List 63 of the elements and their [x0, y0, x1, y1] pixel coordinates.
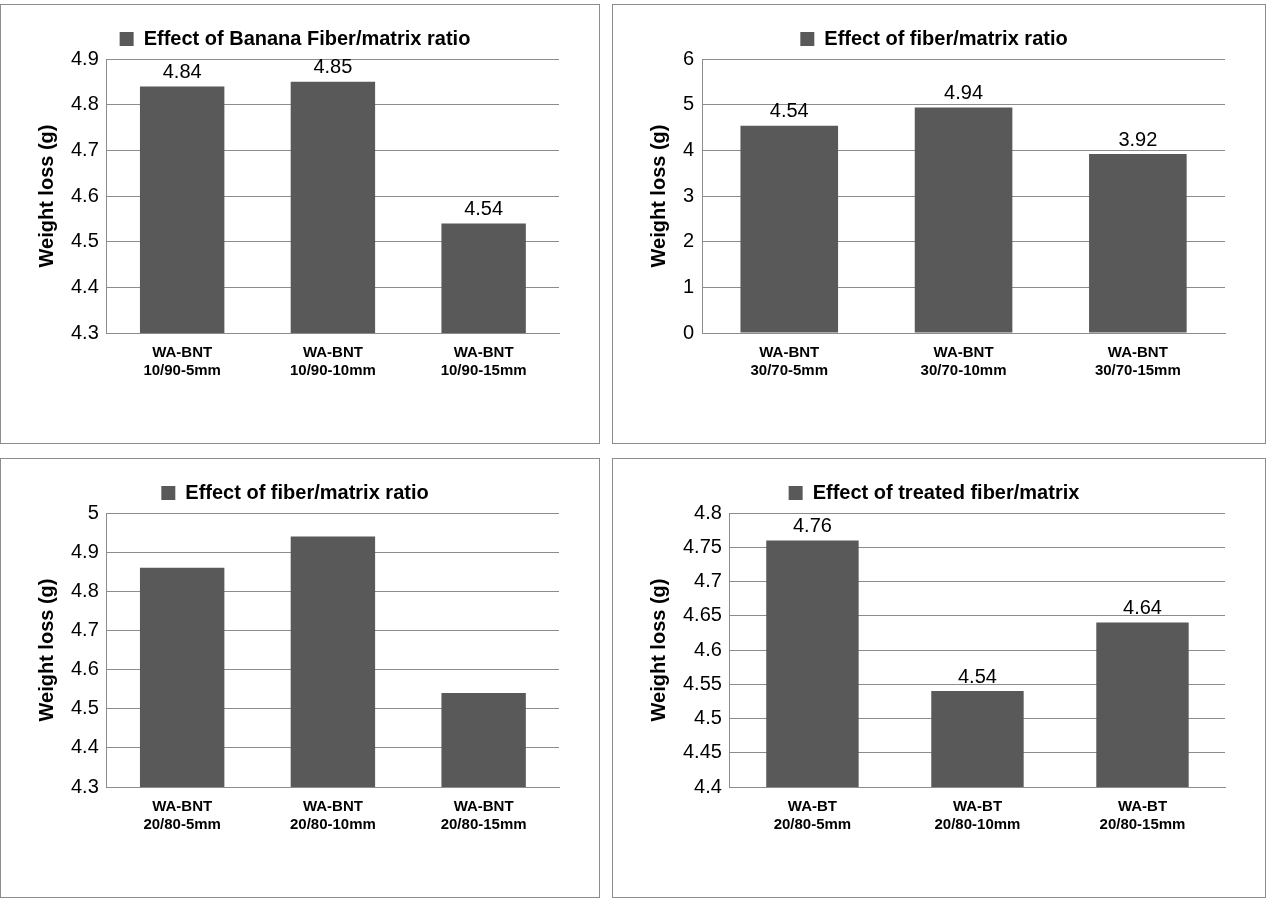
legend-label: Effect of fiber/matrix ratio [824, 26, 1068, 49]
y-tick-label: 4.9 [70, 539, 99, 562]
data-label: 4.64 [1123, 596, 1162, 619]
legend-label: Effect of treated fiber/matrix [812, 480, 1080, 503]
data-label: 3.92 [1118, 127, 1158, 150]
y-tick-label: 4.6 [70, 183, 99, 206]
y-tick-label: 4.9 [70, 46, 99, 69]
y-tick-label: 5 [87, 500, 99, 523]
data-label: 4.85 [313, 55, 353, 78]
y-axis-title: Weight loss (g) [34, 124, 57, 268]
y-tick-label: 4.7 [694, 569, 722, 592]
y-tick-label: 4.5 [70, 696, 99, 719]
y-tick-label: 4.4 [70, 735, 99, 758]
y-tick-label: 4.65 [682, 603, 722, 626]
y-tick-label: 4.4 [70, 274, 99, 297]
y-tick-label: 4.5 [694, 706, 722, 729]
bar [740, 125, 839, 333]
y-tick-label: 4.6 [694, 637, 722, 660]
y-axis-title: Weight loss (g) [34, 578, 57, 722]
y-tick-label: 2 [683, 229, 695, 252]
x-tick-label: WA-BT 20/80-5mm [773, 797, 852, 833]
x-tick-label: WA-BNT 20/80-10mm [289, 797, 376, 833]
y-tick-label: 4.8 [694, 500, 722, 523]
y-tick-label: 4.6 [70, 657, 99, 680]
y-tick-label: 4.5 [70, 229, 99, 252]
x-tick-label: WA-BNT 30/70-10mm [920, 343, 1007, 379]
data-label: 4.54 [957, 664, 997, 687]
y-tick-label: 4 [683, 137, 695, 160]
x-tick-label: WA-BNT 20/80-15mm [440, 797, 527, 833]
legend-label: Effect of fiber/matrix ratio [185, 480, 429, 503]
y-tick-label: 4.7 [70, 617, 99, 640]
legend-label: Effect of Banana Fiber/matrix ratio [143, 26, 471, 49]
x-tick-label: WA-BNT 10/90-15mm [440, 343, 527, 379]
x-tick-label: WA-BNT 10/90-10mm [289, 343, 376, 379]
y-axis-title: Weight loss (g) [646, 124, 669, 268]
y-tick-label: 4.8 [70, 92, 99, 115]
y-tick-label: 4.45 [682, 740, 722, 763]
x-tick-label: WA-BNT 30/70-5mm [750, 343, 829, 379]
y-axis-title: Weight loss (g) [646, 578, 669, 722]
y-tick-label: 6 [683, 46, 695, 69]
y-tick-label: 4.75 [682, 534, 722, 557]
y-tick-label: 4.3 [70, 320, 99, 343]
x-tick-label: WA-BT 20/80-15mm [1099, 797, 1186, 833]
data-label: 4.76 [792, 513, 832, 536]
y-tick-label: 4.4 [694, 774, 722, 797]
y-tick-label: 4.55 [682, 671, 722, 694]
bar [914, 107, 1013, 333]
y-tick-label: 5 [683, 92, 695, 115]
y-tick-label: 0 [683, 320, 695, 343]
data-label: 4.54 [464, 196, 504, 219]
x-tick-label: WA-BNT 10/90-5mm [143, 343, 221, 379]
y-tick-label: 1 [683, 274, 695, 297]
data-label: 4.54 [769, 99, 809, 122]
data-label: 4.84 [162, 59, 202, 82]
x-tick-label: WA-BT 20/80-10mm [934, 797, 1021, 833]
x-tick-label: WA-BNT 30/70-15mm [1094, 343, 1181, 379]
y-tick-label: 4.7 [70, 137, 99, 160]
y-tick-label: 4.8 [70, 578, 99, 601]
y-tick-label: 3 [683, 183, 695, 206]
data-label: 4.94 [944, 80, 984, 103]
x-tick-label: WA-BNT 20/80-5mm [143, 797, 221, 833]
y-tick-label: 4.3 [70, 774, 99, 797]
bar [1089, 153, 1187, 333]
